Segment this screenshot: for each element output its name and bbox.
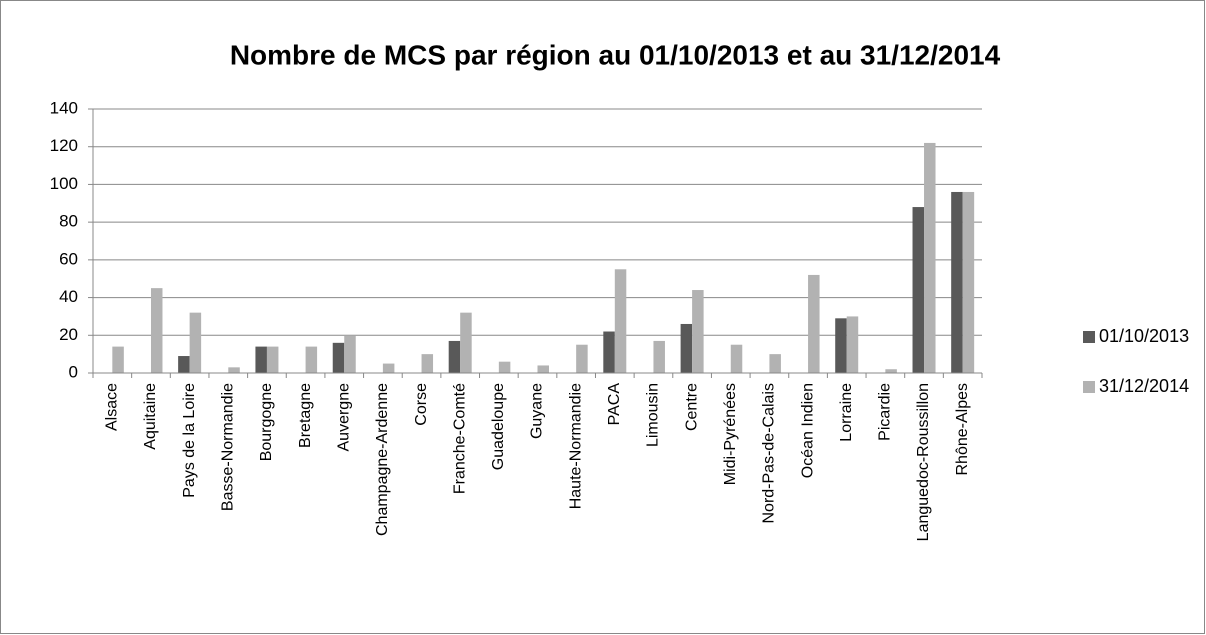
legend-swatch — [1083, 331, 1095, 343]
bar — [255, 346, 267, 373]
bar — [344, 335, 356, 373]
bar — [576, 344, 588, 373]
x-tick-label: Franche-Comté — [451, 383, 468, 494]
x-tick-label: Nord-Pas-de-Calais — [761, 383, 778, 524]
bar — [382, 363, 395, 373]
x-tick-label: Guyane — [529, 383, 546, 439]
bar — [808, 274, 820, 373]
y-tick-label: 0 — [69, 362, 78, 381]
bar — [448, 340, 461, 373]
bar — [421, 354, 434, 373]
bar — [951, 191, 963, 373]
x-tick-label: Guadeloupe — [490, 383, 507, 470]
bar — [680, 323, 693, 373]
bar — [603, 331, 615, 373]
bar — [769, 354, 781, 373]
bar — [228, 367, 240, 373]
bar — [730, 344, 743, 373]
bar — [305, 346, 318, 373]
y-tick-label: 40 — [59, 287, 78, 306]
chart-title: Nombre de MCS par région au 01/10/2013 e… — [230, 39, 1001, 70]
bar — [846, 316, 859, 373]
x-tick-label: Aquitaine — [142, 383, 159, 450]
legend-label: 31/12/2014 — [1099, 376, 1189, 396]
x-tick-label: Haute-Normandie — [567, 383, 584, 509]
x-tick-label: Océan Indien — [799, 383, 816, 478]
x-tick-label: Bourgogne — [258, 383, 275, 461]
bar — [178, 356, 190, 373]
legend-swatch — [1083, 381, 1095, 393]
bar — [835, 318, 847, 373]
bar — [460, 312, 472, 373]
x-tick-label: PACA — [606, 383, 623, 426]
legend-label: 01/10/2013 — [1099, 326, 1189, 346]
y-tick-label: 100 — [50, 174, 78, 193]
x-tick-label: Limousin — [645, 383, 662, 447]
x-tick-label: Basse-Normandie — [220, 383, 237, 511]
y-tick-label: 80 — [59, 212, 78, 231]
y-tick-label: 20 — [59, 325, 78, 344]
bar — [189, 312, 202, 373]
x-tick-label: Bretagne — [297, 383, 314, 448]
y-tick-label: 120 — [50, 136, 78, 155]
x-tick-label: Lorraine — [838, 383, 855, 442]
x-tick-label: Languedoc-Roussillon — [915, 383, 932, 541]
bar — [332, 342, 345, 373]
bar — [885, 369, 897, 373]
x-tick-label: Centre — [683, 383, 700, 431]
x-tick-label: Pays de la Loire — [181, 383, 198, 498]
y-tick-label: 140 — [50, 98, 78, 117]
x-tick-label: Midi-Pyrénées — [722, 383, 739, 485]
bar — [537, 365, 549, 373]
bar — [150, 288, 163, 373]
bar — [962, 191, 975, 373]
bar — [912, 207, 925, 373]
x-tick-label: Champagne-Ardenne — [374, 383, 391, 536]
bar — [266, 346, 279, 373]
bar — [498, 361, 511, 373]
x-tick-label: Auvergne — [335, 383, 352, 452]
x-tick-label: Picardie — [877, 383, 894, 441]
bar — [692, 290, 704, 373]
x-tick-label: Alsace — [104, 383, 121, 431]
x-tick-label: Corse — [413, 383, 430, 426]
bar — [112, 346, 124, 373]
x-tick-label: Rhône-Alpes — [954, 383, 971, 476]
bar — [614, 269, 627, 373]
bar — [653, 340, 665, 373]
y-tick-label: 60 — [59, 249, 78, 268]
bar — [924, 142, 936, 373]
